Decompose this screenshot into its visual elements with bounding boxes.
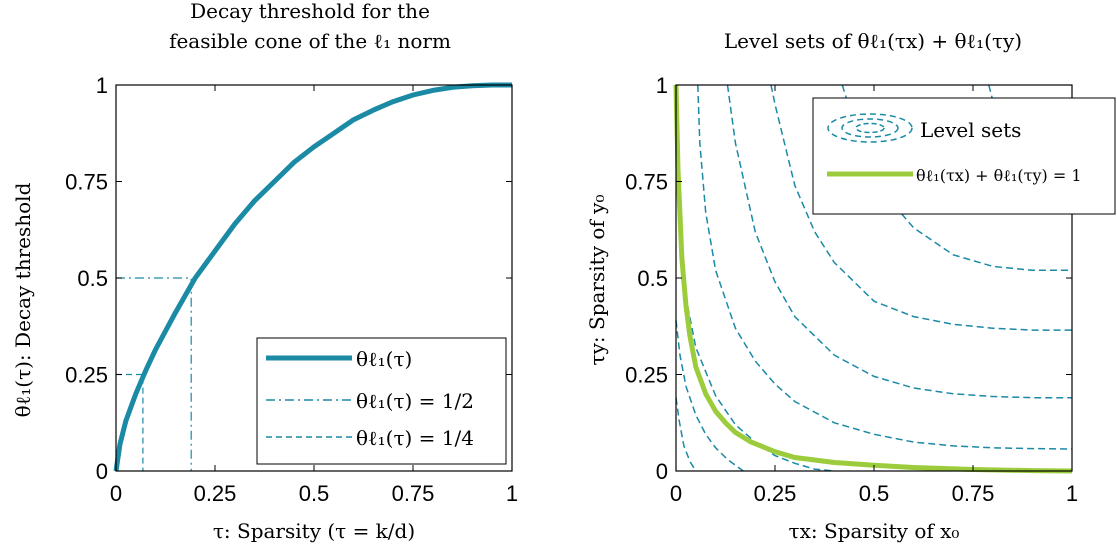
right-series-group [673, 84, 1073, 474]
level-set-contour [675, 320, 744, 472]
left-legend-label-curve: θℓ₁(τ) [356, 347, 412, 371]
quarter-threshold-guide [116, 373, 144, 471]
level-set-contour [726, 84, 1072, 399]
right-title: Level sets of θℓ₁(τx) + θℓ₁(τy) [724, 29, 1022, 53]
right-ytick-label: 1 [656, 73, 668, 98]
left-series-group [113, 82, 512, 472]
right-legend-label-levelsets: Level sets [920, 118, 1021, 142]
unit-level-set-curve [673, 84, 1073, 474]
right-ytick-label: 0.25 [625, 363, 668, 388]
right-legend-label-sum: θℓ₁(τx) + θℓ₁(τy) = 1 [916, 166, 1082, 185]
left-ytick-label: 0 [96, 459, 108, 484]
right-legend-box [812, 97, 1116, 215]
left-ytick-label: 1 [96, 73, 108, 98]
level-sets-legend-icon [827, 113, 913, 143]
right-xtick-label: 0.25 [754, 481, 797, 506]
left-legend-label-quarter: θℓ₁(τ) = 1/4 [356, 426, 474, 450]
left-ytick-label: 0.25 [65, 363, 108, 388]
left-title-line1: Decay threshold for the [190, 0, 430, 23]
right-legend: Level sets θℓ₁(τx) + θℓ₁(τy) = 1 [812, 97, 1116, 215]
left-xtick-label: 1 [506, 481, 518, 506]
right-ytick-label: 0.5 [637, 266, 668, 291]
level-set-contour [770, 84, 1072, 331]
left-chart: Decay threshold for the feasible cone of… [11, 0, 518, 543]
right-x-axis-label: τx: Sparsity of x₀ [789, 519, 960, 543]
left-legend: θℓ₁(τ) θℓ₁(τ) = 1/2 θℓ₁(τ) = 1/4 [256, 337, 507, 465]
right-xtick-label: 0 [670, 481, 682, 506]
left-ticks: 0 0.25 0.5 0.75 1 0 0.25 0.5 0.75 1 [65, 73, 518, 506]
left-legend-label-half: θℓ₁(τ) = 1/2 [356, 389, 474, 413]
right-xtick-label: 1 [1066, 481, 1078, 506]
right-xtick-label: 0.75 [952, 481, 995, 506]
level-set-contour [675, 397, 697, 472]
half-threshold-guide [116, 277, 192, 471]
left-xtick-label: 0.75 [392, 481, 435, 506]
left-x-axis-label: τ: Sparsity (τ = k/d) [213, 519, 415, 543]
right-ticks: 0 0.25 0.5 0.75 1 0 0.25 0.5 0.75 1 [625, 73, 1078, 506]
right-xtick-label: 0.5 [859, 481, 890, 506]
right-y-axis-label: τy: Sparsity of y₀ [585, 195, 609, 366]
level-set-contour [697, 84, 1073, 450]
left-y-axis-label: θℓ₁(τ): Decay threshold [11, 182, 35, 417]
right-ytick-label: 0.75 [625, 170, 668, 195]
left-ytick-label: 0.5 [77, 266, 108, 291]
right-chart: Level sets of θℓ₁(τx) + θℓ₁(τy) 0 0.25 0.5… [585, 29, 1116, 543]
left-title-line2: feasible cone of the ℓ₁ norm [169, 29, 451, 53]
decay-threshold-curve [113, 82, 512, 472]
left-xtick-label: 0.25 [194, 481, 237, 506]
left-ytick-label: 0.75 [65, 170, 108, 195]
left-xtick-label: 0.5 [299, 481, 330, 506]
right-ytick-label: 0 [656, 459, 668, 484]
left-xtick-label: 0 [110, 481, 122, 506]
